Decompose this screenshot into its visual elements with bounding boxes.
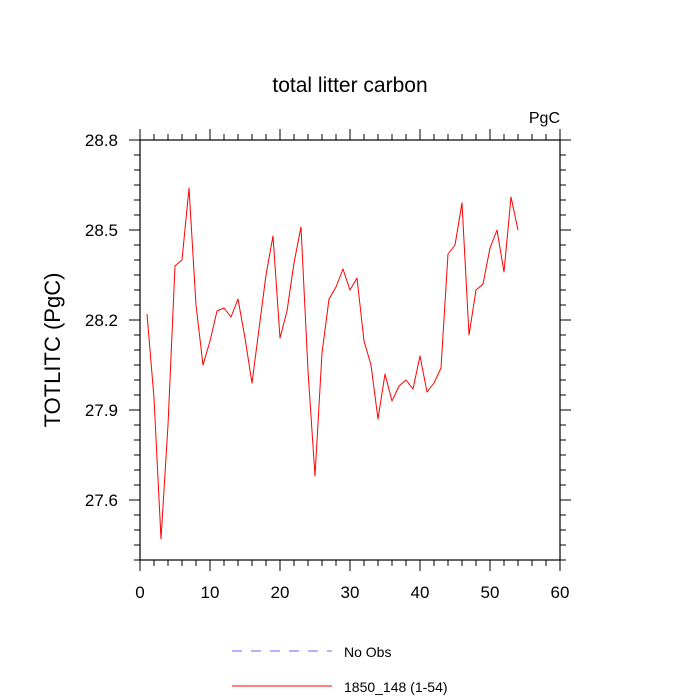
y-axis-label: TOTLITC (PgC) xyxy=(40,273,65,428)
legend: No Obs 1850_148 (1-54) xyxy=(232,644,448,695)
x-tick-label: 50 xyxy=(481,583,500,602)
legend-label-1850-148: 1850_148 (1-54) xyxy=(344,679,448,695)
x-tick-label: 20 xyxy=(271,583,290,602)
x-tick-label: 10 xyxy=(201,583,220,602)
x-tick-label: 0 xyxy=(135,583,144,602)
y-tick-label: 28.8 xyxy=(85,131,118,150)
y-tick-label: 28.2 xyxy=(85,311,118,330)
plot-frame xyxy=(139,139,561,561)
x-tick-label: 60 xyxy=(551,583,570,602)
series-line-1850-148 xyxy=(146,187,519,540)
x-tick-label: 30 xyxy=(341,583,360,602)
x-tick-label: 40 xyxy=(411,583,430,602)
plot-area: 0 10 20 30 40 50 60 27.6 27.9 28.2 28.5 28.8 xyxy=(85,129,571,602)
chart-title: total litter carbon xyxy=(272,74,427,97)
y-tick-label: 27.9 xyxy=(85,401,118,420)
units-label: PgC xyxy=(529,110,560,127)
legend-label-no-obs: No Obs xyxy=(344,644,391,660)
y-tick-label: 27.6 xyxy=(85,491,118,510)
y-tick-label: 28.5 xyxy=(85,221,118,240)
